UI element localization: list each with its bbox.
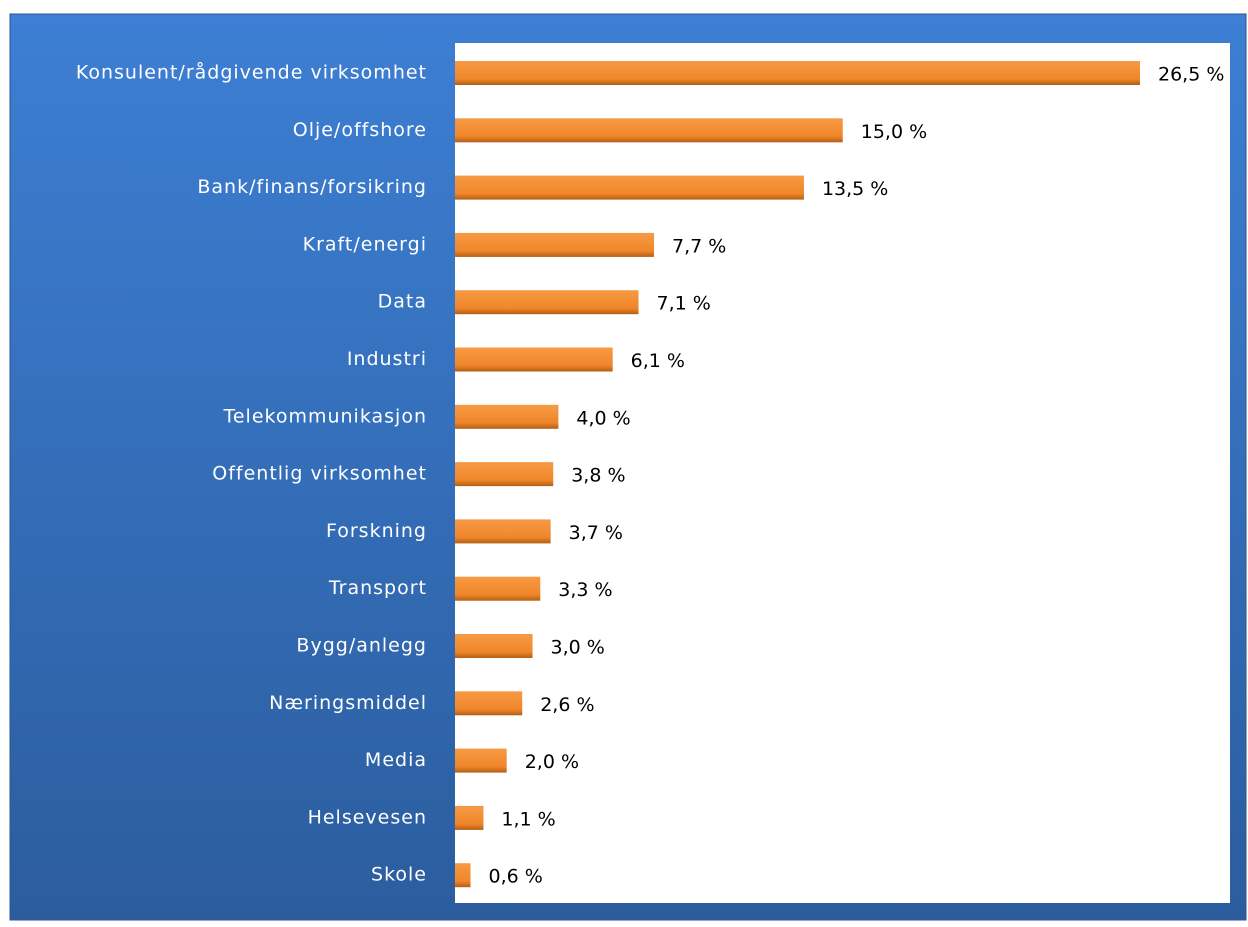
- bar: [455, 404, 559, 429]
- bar: [455, 634, 533, 658]
- y-tick-label: Offentlig virksomhet: [212, 463, 427, 485]
- y-tick-label: Næringsmiddel: [269, 692, 427, 714]
- y-tick-label: Kraft/energi: [303, 233, 427, 255]
- y-tick-label: Helsevesen: [308, 806, 427, 828]
- y-tick-label: Skole: [371, 864, 427, 886]
- data-label: 3,0 %: [551, 637, 605, 659]
- bar: [455, 748, 507, 773]
- bar: [455, 175, 804, 200]
- bar: [455, 462, 554, 487]
- data-label: 3,7 %: [569, 522, 623, 544]
- bar: [455, 863, 471, 888]
- y-tick-label: Transport: [328, 577, 427, 599]
- bar: [455, 232, 655, 257]
- bar: [455, 805, 484, 830]
- data-label: 0,6 %: [489, 866, 543, 888]
- data-label: 7,1 %: [657, 293, 711, 315]
- y-tick-label: Bank/finans/forsikring: [197, 176, 427, 198]
- data-label: 4,0 %: [576, 407, 630, 429]
- y-tick-label: Industri: [347, 348, 427, 370]
- bar: [455, 118, 843, 143]
- y-tick-label: Media: [365, 749, 427, 771]
- data-label: 2,0 %: [525, 751, 579, 773]
- data-label: 26,5 %: [1158, 64, 1224, 86]
- bar: [455, 347, 613, 372]
- data-label: 3,3 %: [558, 579, 612, 601]
- data-label: 13,5 %: [822, 178, 888, 200]
- y-tick-label: Olje/offshore: [293, 119, 427, 141]
- bar: [455, 576, 541, 601]
- bar: [455, 519, 551, 544]
- data-label: 2,6 %: [540, 694, 594, 716]
- data-label: 3,8 %: [571, 465, 625, 487]
- data-label: 6,1 %: [631, 350, 685, 372]
- bar: [455, 691, 523, 716]
- y-tick-label: Data: [378, 291, 427, 313]
- data-label: 1,1 %: [501, 808, 555, 830]
- y-tick-label: Konsulent/rådgivende virksomhet: [76, 61, 427, 84]
- y-tick-label: Forskning: [326, 520, 427, 542]
- data-label: 7,7 %: [672, 235, 726, 257]
- y-tick-label: Telekommunikasjon: [222, 405, 427, 427]
- data-label: 15,0 %: [861, 121, 927, 143]
- bar: [455, 61, 1140, 85]
- bar: [455, 290, 639, 315]
- y-tick-label: Bygg/anlegg: [296, 635, 427, 657]
